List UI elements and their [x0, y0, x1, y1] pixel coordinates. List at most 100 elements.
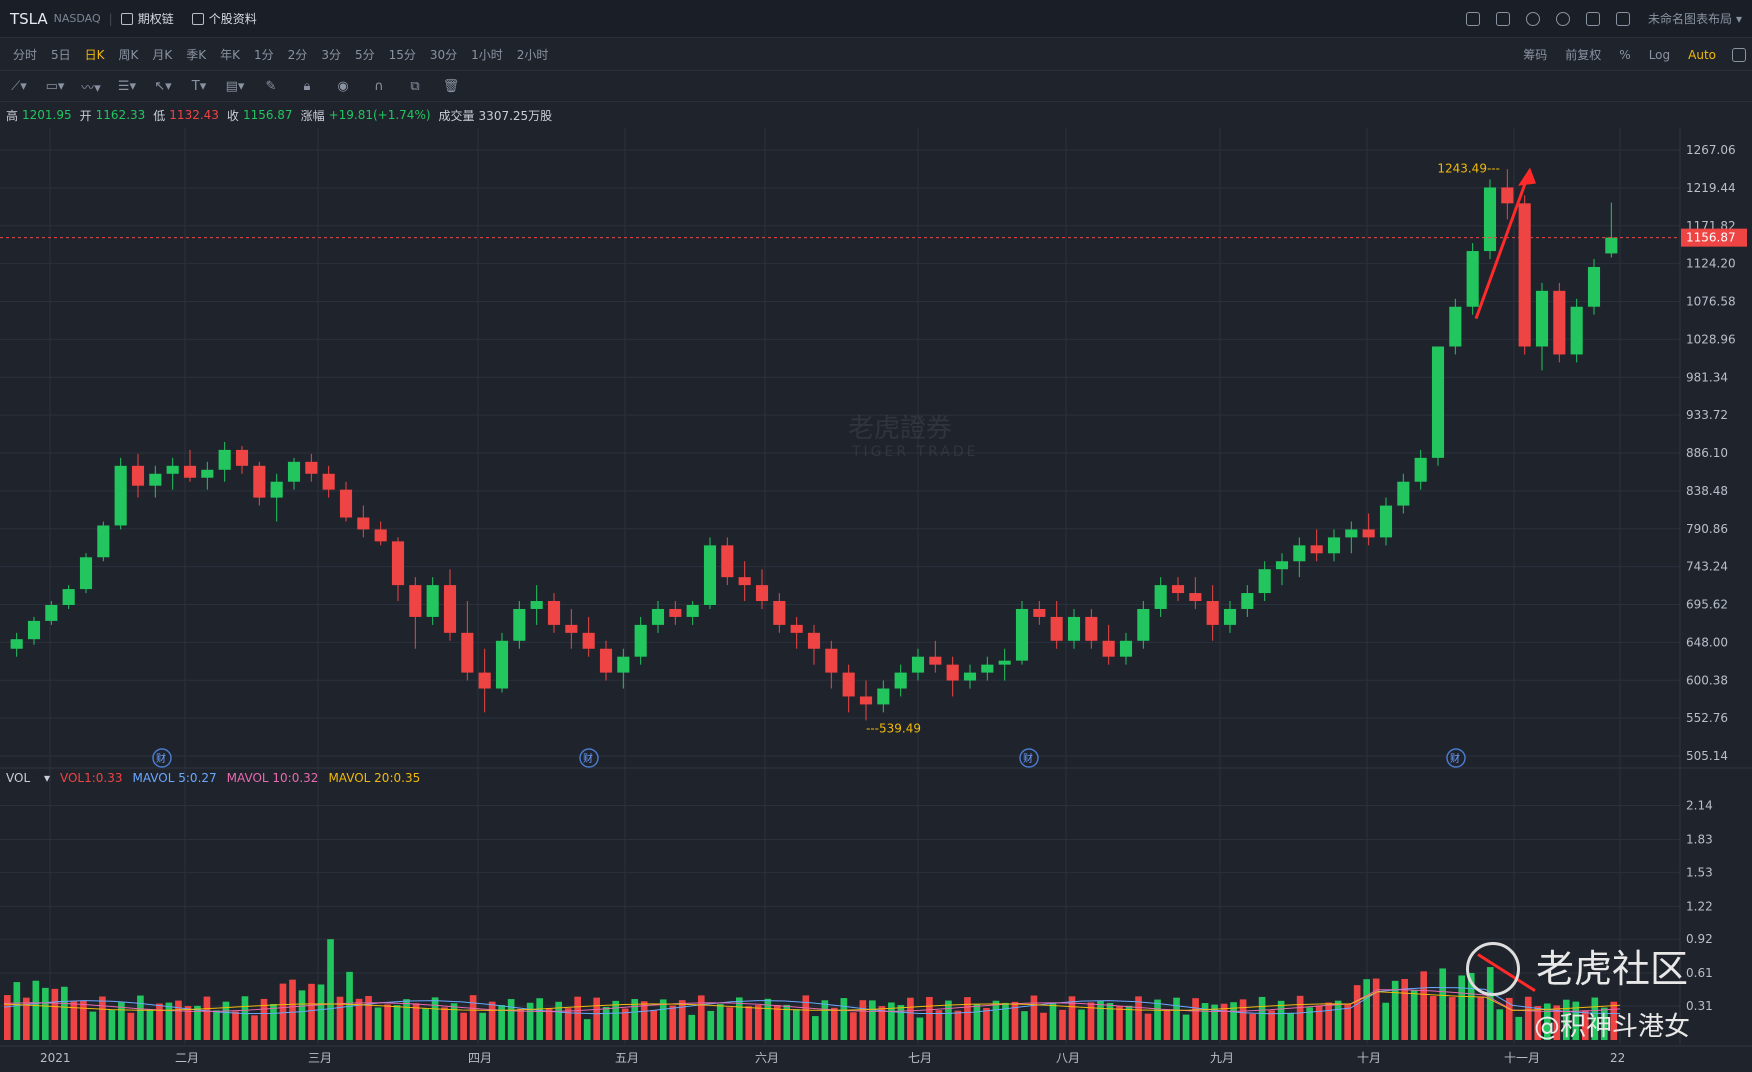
period-tab-8[interactable]: 2分 [287, 48, 308, 62]
period-tab-13[interactable]: 1小时 [471, 48, 503, 62]
volume-bar [42, 987, 49, 1040]
magnet-icon[interactable]: ∩ [374, 79, 384, 94]
copy-icon[interactable]: ⧉ [410, 79, 420, 94]
fibonacci-icon[interactable]: ☰▾ [117, 79, 137, 94]
candle-body [1397, 481, 1410, 506]
screenshot-icon[interactable] [1465, 11, 1480, 26]
price-axis-label: 886.10 [1686, 446, 1728, 460]
period-tab-2[interactable]: 日K [84, 48, 105, 62]
adjust-dropdown[interactable]: 前复权 [1565, 48, 1602, 62]
volume-bar [1059, 1009, 1066, 1040]
document-icon [191, 12, 204, 25]
period-tab-6[interactable]: 年K [220, 48, 241, 62]
volume-bar [1600, 1007, 1608, 1040]
candle-body [1275, 561, 1289, 570]
volume-bar [289, 979, 296, 1040]
period-tab-0[interactable]: 分时 [13, 48, 38, 62]
volume-bar [1125, 1005, 1133, 1040]
volume-bar [80, 1000, 87, 1040]
period-tab-7[interactable]: 1分 [254, 48, 274, 62]
volume-bar [1287, 1013, 1294, 1040]
fullscreen-icon[interactable] [1585, 11, 1600, 26]
edit-icon[interactable] [1495, 11, 1510, 26]
volume-bar [118, 1002, 125, 1040]
candle-body [149, 473, 162, 486]
grid-layout-icon[interactable] [1615, 11, 1630, 26]
change-label: 涨幅 [300, 108, 325, 123]
volume-bar [498, 1005, 505, 1040]
period-tab-12[interactable]: 30分 [429, 48, 458, 62]
candle-body [1119, 640, 1133, 657]
candle-body [1414, 457, 1427, 482]
volume-bar [70, 1001, 78, 1040]
period-tab-5[interactable]: 季K [186, 48, 207, 62]
period-tab-9[interactable]: 3分 [321, 48, 341, 62]
volume-axis-label: 1.22 [1686, 899, 1713, 913]
candle-body [998, 660, 1011, 665]
layout-selector[interactable]: 未命名图表布局 [1647, 12, 1732, 26]
trendline-icon[interactable]: ⟋▾ [11, 79, 27, 94]
candlestick-chart[interactable]: 1267.061219.441171.821124.201076.581028.… [0, 128, 1752, 1072]
volume-indicator-dropdown[interactable]: VOL ▾ [6, 771, 50, 785]
low-label: 低 [153, 108, 166, 123]
period-tab-4[interactable]: 月K [152, 48, 173, 62]
candle-body [27, 620, 41, 640]
candle-body [166, 465, 179, 474]
pencil-icon[interactable]: ✎ [265, 79, 277, 94]
volume-bar [1097, 1000, 1104, 1040]
volume-bar [1382, 1002, 1390, 1040]
period-tab-14[interactable]: 2小时 [516, 48, 549, 62]
candle-body [1553, 290, 1566, 355]
period-tab-1[interactable]: 5日 [51, 48, 71, 62]
chevron-down-icon[interactable]: ▾ [1735, 11, 1742, 26]
low-annotation: ---539.49 [866, 722, 921, 736]
lock-icon[interactable]: 🔒︎ [303, 79, 311, 94]
volume-bar [1591, 997, 1599, 1040]
volume-bar [926, 996, 933, 1040]
mavol-line [3, 991, 1621, 1011]
candle-body [478, 672, 491, 689]
options-chain-link[interactable]: 期权链 [120, 10, 174, 27]
candle-body [721, 545, 734, 578]
expand-icon[interactable] [1732, 47, 1746, 62]
volume-bar [1467, 972, 1475, 1040]
measure-icon[interactable]: ▤▾ [225, 79, 245, 94]
eye-icon[interactable]: ◉ [337, 79, 349, 94]
chips-button[interactable]: 筹码 [1523, 48, 1548, 62]
candle-body [1501, 187, 1514, 204]
volume-bar [1211, 1004, 1218, 1040]
volume-bar [1315, 1005, 1323, 1040]
volume-bar [222, 1001, 230, 1040]
chain-icon [120, 12, 133, 25]
symbol[interactable]: TSLA [10, 9, 48, 28]
pattern-icon[interactable]: 〰▾ [81, 81, 101, 96]
refresh-icon[interactable] [1525, 11, 1540, 26]
price-axis-label: 1076.58 [1686, 295, 1736, 309]
candle-body [703, 545, 717, 605]
volume-bar [888, 1002, 895, 1040]
volume-label: 成交量 [438, 108, 475, 123]
volume-bar [583, 1019, 591, 1040]
volume-bar [431, 997, 439, 1040]
text-icon[interactable]: T▾ [191, 79, 207, 94]
auto-toggle[interactable]: Auto [1688, 47, 1716, 62]
volume-bar [821, 1000, 829, 1040]
trash-icon[interactable]: 🗑︎ [442, 79, 460, 94]
period-tab-11[interactable]: 15分 [388, 48, 416, 62]
period-tab-3[interactable]: 周K [118, 48, 139, 62]
gear-icon[interactable] [1555, 11, 1570, 26]
arrow-icon[interactable]: ↖▾ [154, 79, 172, 94]
candle-body [426, 585, 439, 617]
percent-toggle[interactable]: % [1619, 47, 1631, 62]
volume-bar [983, 1007, 990, 1040]
price-axis-label: 1028.96 [1686, 332, 1736, 346]
log-toggle[interactable]: Log [1648, 47, 1671, 62]
period-tab-10[interactable]: 5分 [354, 48, 375, 62]
time-axis-label: 十月 [1357, 1051, 1381, 1065]
mavol10-value: MAVOL 10:0.32 [226, 771, 319, 785]
volume-bar [1030, 995, 1038, 1040]
stock-profile-link[interactable]: 个股资料 [191, 10, 257, 27]
volume-bar [32, 980, 40, 1040]
rectangle-icon[interactable]: ▭▾ [45, 79, 65, 94]
volume-bar [1249, 1013, 1256, 1040]
